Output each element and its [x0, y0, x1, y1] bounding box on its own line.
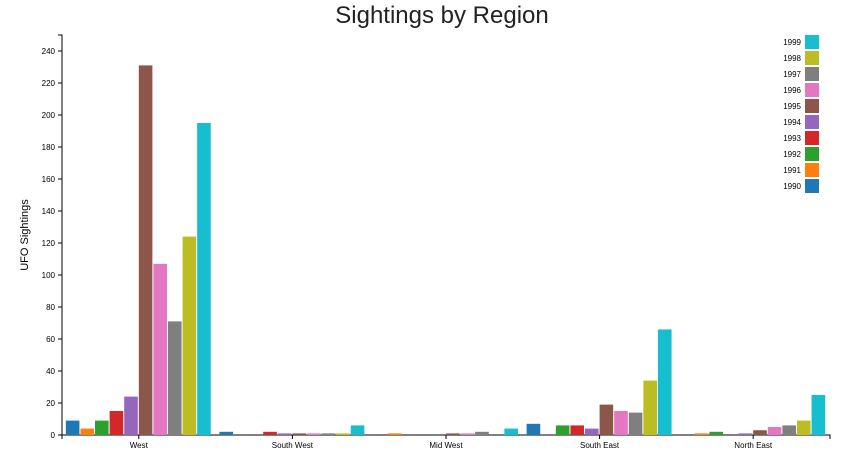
bar — [504, 428, 518, 435]
bar — [277, 433, 292, 435]
legend-swatch — [805, 179, 819, 193]
y-tick-label: 140 — [42, 207, 56, 216]
bars — [65, 65, 826, 436]
bar — [219, 431, 234, 435]
legend-label: 1994 — [783, 118, 801, 127]
y-tick-label: 60 — [46, 335, 55, 344]
y-tick-label: 240 — [42, 47, 56, 56]
y-tick-label: 120 — [42, 239, 56, 248]
legend-label: 1990 — [783, 182, 801, 191]
bar — [753, 430, 767, 435]
legend-label: 1993 — [783, 134, 801, 143]
legend-label: 1991 — [783, 166, 801, 175]
y-tick-label: 20 — [46, 399, 55, 408]
legend-label: 1997 — [783, 70, 801, 79]
y-axis-line — [58, 34, 63, 436]
legend-label: 1998 — [783, 54, 801, 63]
legend: 1999 1998 1997 1996 1995 1994 1993 1992 1991 1990 — [783, 35, 819, 193]
bar — [709, 431, 724, 435]
bar — [124, 396, 138, 435]
bar — [65, 420, 80, 435]
bar — [197, 123, 211, 435]
legend-label: 1992 — [783, 150, 801, 159]
legend-label: 1996 — [783, 86, 801, 95]
bar — [614, 411, 628, 435]
bar — [599, 404, 614, 435]
bar — [446, 433, 460, 435]
legend-swatch — [805, 147, 819, 161]
bar — [585, 428, 599, 435]
bar — [167, 321, 182, 435]
bar — [796, 420, 811, 435]
y-tick-label: 180 — [42, 143, 56, 152]
bar — [460, 433, 475, 435]
x-tick-label: West — [130, 441, 149, 450]
bar — [350, 425, 365, 435]
x-axis: West South West Mid West South East North Ea… — [61, 434, 831, 450]
y-tick-label: 200 — [42, 111, 56, 120]
x-tick-label: South West — [272, 441, 314, 450]
x-tick-label: South East — [580, 441, 620, 450]
y-tick-label: 160 — [42, 175, 56, 184]
y-tick-label: 220 — [42, 79, 56, 88]
y-tick-label: 100 — [42, 271, 56, 280]
legend-swatch — [805, 115, 819, 129]
bar — [306, 433, 321, 435]
y-axis-label: UFO Sightings — [19, 199, 31, 271]
bar — [387, 433, 402, 435]
bar — [109, 411, 124, 435]
bar — [95, 420, 109, 435]
legend-swatch — [805, 83, 819, 97]
bar — [767, 427, 782, 435]
legend-label: 1995 — [783, 102, 801, 111]
legend-swatch — [805, 99, 819, 113]
bar — [138, 65, 153, 436]
x-tick-label: Mid West — [429, 441, 463, 450]
legend-swatch — [805, 163, 819, 177]
y-tick-label: 40 — [46, 367, 55, 376]
bar — [738, 433, 753, 435]
bar — [782, 425, 796, 435]
bar — [182, 236, 197, 435]
bar — [694, 433, 709, 435]
x-tick-label: North East — [734, 441, 773, 450]
y-axis: 0 20 40 60 80 100 120 140 160 180 200 220 240 — [42, 34, 63, 440]
bar — [811, 395, 826, 435]
bar — [80, 428, 95, 435]
bar — [643, 380, 657, 435]
bar — [555, 425, 570, 435]
y-tick-label: 0 — [51, 431, 56, 440]
bar — [321, 433, 336, 435]
bar — [292, 433, 306, 435]
legend-swatch — [805, 67, 819, 81]
bar — [336, 433, 350, 435]
bar — [475, 431, 489, 435]
bar — [628, 412, 643, 435]
bar — [153, 263, 167, 435]
y-tick-label: 80 — [46, 303, 55, 312]
bar — [526, 423, 541, 435]
legend-label: 1999 — [783, 38, 801, 47]
legend-swatch — [805, 51, 819, 65]
bar — [657, 329, 672, 435]
bar — [570, 425, 585, 435]
bar — [263, 431, 277, 435]
chart-title: Sightings by Region — [335, 2, 549, 29]
legend-swatch — [805, 35, 819, 49]
legend-swatch — [805, 131, 819, 145]
